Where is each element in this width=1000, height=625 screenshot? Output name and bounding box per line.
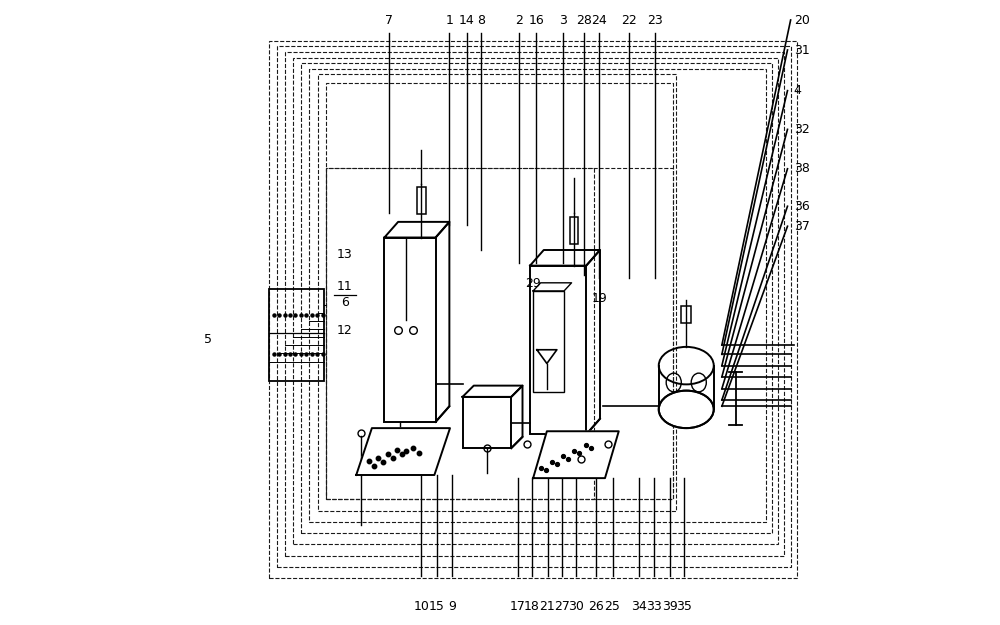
Text: 10: 10 xyxy=(413,600,429,612)
Polygon shape xyxy=(356,428,450,475)
Bar xyxy=(384,238,436,422)
Text: 32: 32 xyxy=(794,123,810,136)
Text: 28: 28 xyxy=(576,14,592,26)
Bar xyxy=(277,46,791,567)
Text: 16: 16 xyxy=(528,14,544,26)
Text: 35: 35 xyxy=(676,600,692,612)
Text: 29: 29 xyxy=(525,277,541,289)
Bar xyxy=(318,74,676,511)
Bar xyxy=(269,289,324,381)
Bar xyxy=(533,291,564,392)
Text: 31: 31 xyxy=(794,44,810,56)
Text: 7: 7 xyxy=(385,14,393,26)
Text: 30: 30 xyxy=(568,600,584,612)
Bar xyxy=(301,63,772,533)
Text: 34: 34 xyxy=(632,600,647,612)
Text: 4: 4 xyxy=(794,84,802,97)
Text: 21: 21 xyxy=(540,600,555,612)
Text: 37: 37 xyxy=(794,220,810,232)
Bar xyxy=(530,266,586,434)
Text: 39: 39 xyxy=(662,600,678,612)
Text: 25: 25 xyxy=(605,600,620,612)
Bar xyxy=(326,83,673,499)
Text: 8: 8 xyxy=(477,14,485,26)
Bar xyxy=(681,306,691,323)
Text: 5: 5 xyxy=(204,333,212,346)
Text: 33: 33 xyxy=(646,600,662,612)
Text: 12: 12 xyxy=(337,324,353,337)
Text: 6: 6 xyxy=(341,296,349,309)
Text: 13: 13 xyxy=(337,248,353,261)
Bar xyxy=(417,188,426,214)
Polygon shape xyxy=(537,350,557,364)
Text: 14: 14 xyxy=(459,14,475,26)
Text: 22: 22 xyxy=(622,14,637,26)
Text: 36: 36 xyxy=(794,200,810,212)
Text: 9: 9 xyxy=(448,600,456,612)
Text: 2: 2 xyxy=(515,14,523,26)
Text: 18: 18 xyxy=(524,600,540,612)
Text: 3: 3 xyxy=(559,14,567,26)
Text: 24: 24 xyxy=(591,14,607,26)
Text: 23: 23 xyxy=(647,14,663,26)
Bar xyxy=(462,397,511,448)
Bar xyxy=(285,52,784,556)
Text: 1: 1 xyxy=(445,14,453,26)
Bar xyxy=(269,41,797,578)
Text: 27: 27 xyxy=(554,600,570,612)
Bar xyxy=(326,168,594,499)
Text: 20: 20 xyxy=(794,14,810,26)
Polygon shape xyxy=(533,431,619,478)
Text: 26: 26 xyxy=(588,600,604,612)
Text: 11: 11 xyxy=(337,281,353,293)
Bar xyxy=(326,168,673,499)
Bar xyxy=(570,217,578,244)
Text: 19: 19 xyxy=(592,292,608,304)
Bar xyxy=(309,69,766,522)
Text: 38: 38 xyxy=(794,162,810,175)
Text: 15: 15 xyxy=(429,600,445,612)
Ellipse shape xyxy=(659,391,714,428)
Text: 17: 17 xyxy=(510,600,525,612)
Bar xyxy=(293,58,778,544)
